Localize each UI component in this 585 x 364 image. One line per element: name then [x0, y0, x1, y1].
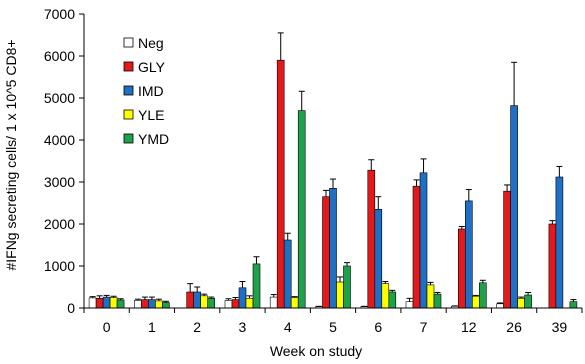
bar-imd-week-3 [238, 287, 247, 309]
bar-yle-week-6 [381, 283, 390, 309]
bar-ymd-week-4 [297, 110, 306, 309]
bar-ymd-week-3 [252, 263, 261, 309]
y-tick-label: 4000 [44, 132, 75, 148]
bar-gly-week-7 [412, 185, 421, 309]
bar-neg-week-3 [224, 300, 233, 309]
y-tick-label: 3000 [44, 174, 75, 190]
x-tick-label: 4 [284, 319, 292, 335]
bar-yle-week-2 [200, 295, 208, 309]
x-axis-title: Week on study [270, 343, 362, 359]
bar-yle-week-3 [245, 297, 254, 309]
bar-neg-week-1 [134, 300, 142, 309]
bar-yle-week-1 [155, 300, 163, 309]
axes [79, 13, 583, 313]
bar-ymd-week-1 [162, 302, 170, 309]
bar-gly-week-5 [322, 196, 330, 309]
bar-gly-week-6 [367, 169, 376, 309]
x-tick-label: 5 [329, 319, 337, 335]
y-tick-label: 7000 [44, 6, 75, 22]
bar-yle-week-7 [426, 284, 435, 309]
bar-gly-week-0 [95, 297, 104, 309]
legend-label-imd: IMD [138, 83, 164, 99]
bar-imd-week-26 [510, 105, 518, 309]
legend-swatch-gly [123, 61, 134, 72]
bar-imd-week-6 [374, 209, 383, 309]
bar-ymd-week-7 [433, 293, 442, 309]
y-tick-label: 5000 [44, 90, 75, 106]
x-tick-labels: 0 1 2 3 4 5 6 7 12 26 39 [103, 319, 568, 335]
x-tick-label: 0 [103, 319, 111, 335]
x-tick-label: 6 [374, 319, 382, 335]
legend: Neg GLY IMD YLE YMD [123, 35, 169, 147]
bar-imd-week-12 [464, 200, 473, 309]
legend-label-yle: YLE [138, 107, 164, 123]
bar-imd-week-7 [419, 172, 428, 309]
x-tick-label: 3 [239, 319, 247, 335]
bar-ymd-week-12 [478, 282, 487, 309]
bar-yle-week-5 [336, 281, 344, 309]
legend-swatch-imd [123, 85, 134, 96]
x-tick-label: 1 [148, 319, 156, 335]
legend-swatch-ymd [123, 133, 134, 144]
bar-yle-week-12 [471, 295, 480, 309]
error-bars [89, 32, 577, 307]
x-tick-label: 7 [420, 319, 428, 335]
bar-neg-week-0 [88, 297, 97, 309]
y-tick-label: 0 [67, 300, 75, 316]
legend-swatch-neg [123, 37, 134, 48]
bar-neg-week-7 [405, 301, 414, 309]
bar-gly-week-26 [503, 190, 511, 309]
bar-imd-week-2 [193, 291, 201, 309]
bar-neg-week-4 [269, 296, 278, 309]
y-tick-labels: 0 1000 2000 3000 4000 5000 6000 7000 [44, 6, 75, 316]
y-tick-label: 2000 [44, 216, 75, 232]
x-tick-label: 26 [506, 319, 522, 335]
legend-label-neg: Neg [138, 35, 164, 51]
y-tick-label: 6000 [44, 48, 75, 64]
bar-gly-week-4 [276, 59, 285, 309]
x-tick-label: 12 [461, 319, 477, 335]
bar-groups [88, 59, 578, 309]
y-tick-label: 1000 [44, 258, 75, 274]
bar-imd-week-4 [283, 239, 292, 309]
bar-gly-week-3 [231, 299, 240, 309]
bar-imd-week-39 [555, 176, 564, 309]
bar-imd-week-1 [148, 299, 156, 309]
legend-label-ymd: YMD [138, 131, 169, 147]
bar-gly-week-2 [186, 291, 194, 309]
bar-ymd-week-0 [116, 299, 125, 309]
bar-ymd-week-39 [569, 301, 578, 309]
bar-yle-week-26 [517, 297, 525, 309]
bar-gly-week-1 [141, 299, 149, 309]
bar-imd-week-0 [102, 296, 111, 309]
bar-ymd-week-6 [388, 291, 397, 309]
y-axis-title: #IFNg secreting cells/ 1 x 10^5 CD8+ [3, 39, 19, 270]
bar-ymd-week-5 [343, 265, 351, 309]
bar-yle-week-4 [290, 297, 299, 309]
legend-label-gly: GLY [138, 59, 166, 75]
legend-swatch-yle [123, 109, 134, 120]
bar-imd-week-5 [329, 188, 337, 309]
x-tick-label: 2 [193, 319, 201, 335]
x-tick-label: 39 [552, 319, 568, 335]
bar-ymd-week-26 [524, 294, 532, 309]
bar-gly-week-12 [457, 228, 466, 309]
bar-ymd-week-2 [207, 297, 215, 309]
bar-neg-week-26 [496, 303, 504, 309]
bar-yle-week-0 [109, 297, 118, 309]
bar-gly-week-39 [548, 223, 557, 309]
